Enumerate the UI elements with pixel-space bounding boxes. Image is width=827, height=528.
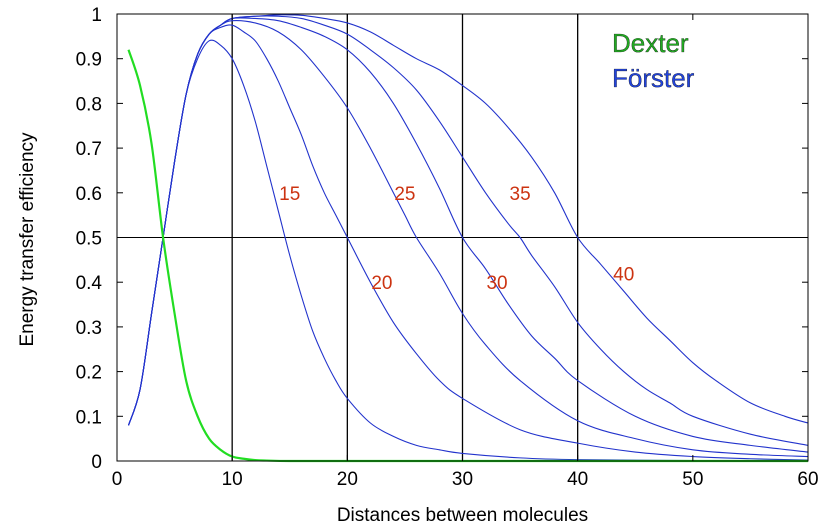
- y-tick-label: 0.5: [76, 229, 102, 250]
- y-tick-label: 0.6: [76, 184, 102, 205]
- curve-label-15: 15: [279, 184, 300, 205]
- x-tick-label: 60: [797, 469, 818, 490]
- y-tick-label: 0.4: [76, 273, 103, 294]
- y-tick-label: 0.7: [76, 139, 102, 160]
- curve-label-40: 40: [613, 264, 634, 285]
- x-tick-label: 20: [337, 469, 358, 490]
- y-tick-label: 1: [91, 5, 102, 26]
- legend-entry-forster: Förster: [612, 63, 695, 93]
- curve-label-25: 25: [394, 184, 415, 205]
- legend: Dexter Förster: [612, 28, 695, 93]
- curve-label-35: 35: [510, 184, 531, 205]
- curve-label-20: 20: [371, 273, 392, 294]
- x-tick-label: 40: [567, 469, 588, 490]
- y-tick-label: 0.2: [76, 363, 102, 384]
- forster-curve-40: [127, 14, 809, 426]
- curve-label-30: 30: [486, 273, 507, 294]
- x-tick-labels: 0 10 20 30 40 50 60: [112, 469, 819, 490]
- y-tick-label: 0.9: [76, 50, 102, 71]
- y-tick-label: 0.1: [76, 407, 102, 428]
- x-axis-label: Distances between molecules: [337, 505, 588, 526]
- curve-labels: 15 20 25 30 35 40: [279, 184, 634, 294]
- y-tick-label: 0.3: [76, 318, 102, 339]
- y-tick-label: 0.8: [76, 94, 102, 115]
- y-tick-label: 0: [91, 452, 102, 473]
- y-axis-label: Energy transfer efficiency: [17, 132, 38, 347]
- x-tick-label: 0: [112, 469, 123, 490]
- x-tick-label: 50: [682, 469, 703, 490]
- legend-entry-dexter: Dexter: [612, 28, 689, 58]
- x-tick-label: 10: [222, 469, 243, 490]
- ticks: [116, 13, 809, 462]
- y-tick-labels: 0 0.1 0.2 0.3 0.4 0.5 0.6 0.7 0.8 0.9 1: [76, 5, 103, 473]
- x-tick-label: 30: [452, 469, 473, 490]
